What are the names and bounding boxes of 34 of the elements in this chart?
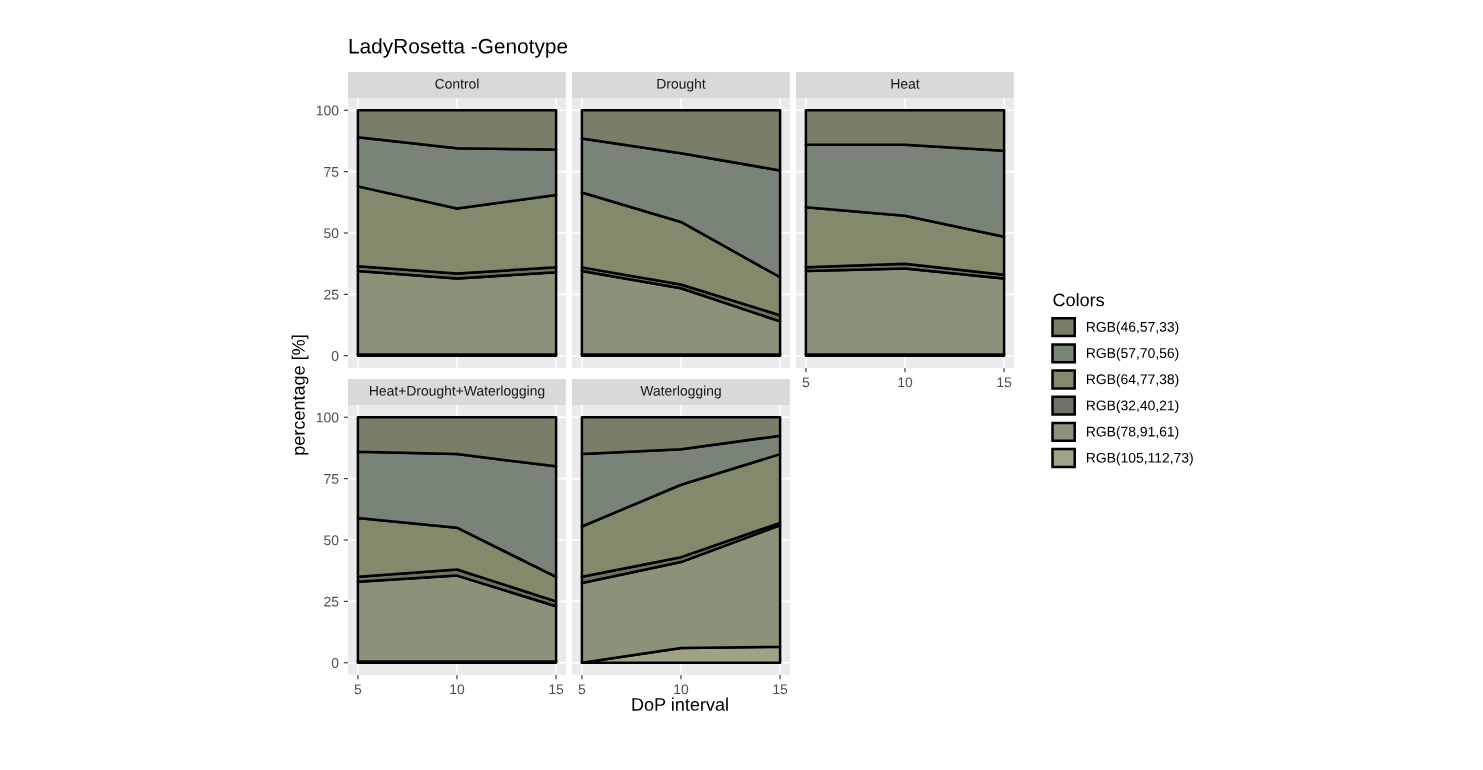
y-tick-label: 0 [331,351,339,361]
legend-label: RGB(64,77,38) [1086,373,1179,387]
y-tick-label: 75 [324,474,339,484]
x-tick-label: 5 [578,684,586,695]
legend-title: Colors [1053,293,1105,307]
y-axis-title: percentage [%] [291,335,309,455]
x-tick-label: 10 [674,684,689,695]
x-tick-label: 15 [997,377,1012,388]
chart-subtitle: Control [435,78,479,89]
chart-subtitle: Waterlogging [640,385,721,399]
chart-subtitle: Drought [657,78,706,92]
x-tick-label: 15 [549,684,564,695]
legend-label: RGB(105,112,73) [1086,452,1193,466]
y-tick-label: 25 [324,596,339,607]
y-tick-label: 25 [324,289,339,300]
legend-label: RGB(32,40,21) [1086,400,1179,414]
legend-label: RGB(46,57,33) [1086,321,1179,335]
x-tick-label: 15 [773,684,788,695]
x-tick-label: 5 [354,684,362,695]
legend-label: RGB(78,91,61) [1086,426,1179,440]
y-tick-label: 0 [331,658,339,668]
x-tick-label: 10 [450,684,465,695]
chart-subtitle: Heat+Drought+Waterlogging [370,385,545,399]
y-tick-label: 100 [316,412,339,423]
x-tick-label: 5 [802,377,810,388]
y-tick-label: 100 [316,105,339,116]
chart-title: LadyRosetta -Genotype [349,38,568,58]
x-axis-title: DoP interval [632,697,728,711]
legend-label: RGB(57,70,56) [1086,347,1179,361]
y-tick-label: 50 [324,535,339,546]
y-tick-label: 50 [324,228,339,239]
x-tick-label: 10 [898,377,913,388]
chart-subtitle: Heat [891,79,920,89]
y-tick-label: 75 [324,167,339,177]
